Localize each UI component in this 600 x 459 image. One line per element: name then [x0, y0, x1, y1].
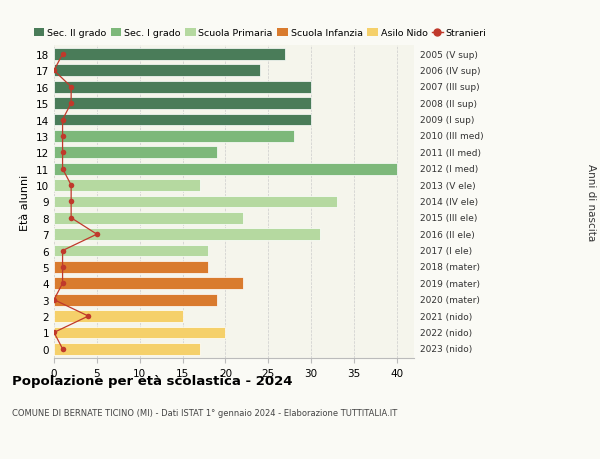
Text: 2013 (V ele): 2013 (V ele) — [420, 181, 476, 190]
Bar — [54, 163, 397, 175]
Text: 2011 (II med): 2011 (II med) — [420, 148, 481, 157]
Bar — [54, 180, 200, 191]
Bar — [54, 343, 200, 355]
Point — [67, 84, 76, 91]
Text: 2017 (I ele): 2017 (I ele) — [420, 246, 472, 256]
Bar — [54, 327, 226, 339]
Text: Popolazione per età scolastica - 2024: Popolazione per età scolastica - 2024 — [12, 374, 293, 387]
Bar — [54, 98, 311, 110]
Text: 2007 (III sup): 2007 (III sup) — [420, 83, 479, 92]
Bar — [54, 294, 217, 306]
Point — [67, 182, 76, 189]
Text: 2021 (nido): 2021 (nido) — [420, 312, 472, 321]
Bar — [54, 229, 320, 241]
Text: Anni di nascita: Anni di nascita — [586, 163, 596, 241]
Point — [83, 313, 93, 320]
Point — [49, 329, 59, 336]
Text: 2019 (mater): 2019 (mater) — [420, 279, 480, 288]
Text: 2006 (IV sup): 2006 (IV sup) — [420, 67, 481, 76]
Text: 2015 (III ele): 2015 (III ele) — [420, 214, 478, 223]
Bar — [54, 131, 294, 142]
Text: 2020 (mater): 2020 (mater) — [420, 296, 480, 304]
Point — [58, 117, 67, 124]
Bar — [54, 196, 337, 208]
Bar — [54, 213, 242, 224]
Text: 2005 (V sup): 2005 (V sup) — [420, 50, 478, 59]
Point — [92, 231, 101, 238]
Bar — [54, 49, 286, 61]
Point — [58, 263, 67, 271]
Point — [58, 149, 67, 157]
Text: 2016 (II ele): 2016 (II ele) — [420, 230, 475, 239]
Legend: Sec. II grado, Sec. I grado, Scuola Primaria, Scuola Infanzia, Asilo Nido, Stran: Sec. II grado, Sec. I grado, Scuola Prim… — [34, 29, 486, 38]
Point — [49, 67, 59, 75]
Text: 2009 (I sup): 2009 (I sup) — [420, 116, 475, 125]
Point — [67, 100, 76, 107]
Point — [49, 297, 59, 304]
Bar — [54, 310, 182, 322]
Point — [58, 280, 67, 287]
Text: 2014 (IV ele): 2014 (IV ele) — [420, 197, 478, 207]
Text: COMUNE DI BERNATE TICINO (MI) - Dati ISTAT 1° gennaio 2024 - Elaborazione TUTTIT: COMUNE DI BERNATE TICINO (MI) - Dati IST… — [12, 409, 397, 418]
Point — [58, 247, 67, 255]
Text: 2022 (nido): 2022 (nido) — [420, 328, 472, 337]
Y-axis label: Età alunni: Età alunni — [20, 174, 31, 230]
Text: 2012 (I med): 2012 (I med) — [420, 165, 478, 174]
Point — [67, 198, 76, 206]
Bar — [54, 262, 208, 273]
Point — [58, 166, 67, 173]
Bar — [54, 114, 311, 126]
Bar — [54, 65, 260, 77]
Text: 2023 (nido): 2023 (nido) — [420, 345, 472, 353]
Bar — [54, 147, 217, 159]
Text: 2008 (II sup): 2008 (II sup) — [420, 100, 477, 108]
Point — [58, 51, 67, 59]
Text: 2018 (mater): 2018 (mater) — [420, 263, 480, 272]
Text: 2010 (III med): 2010 (III med) — [420, 132, 484, 141]
Point — [67, 215, 76, 222]
Point — [58, 133, 67, 140]
Point — [58, 345, 67, 353]
Bar — [54, 245, 208, 257]
Bar — [54, 82, 311, 94]
Bar — [54, 278, 242, 290]
